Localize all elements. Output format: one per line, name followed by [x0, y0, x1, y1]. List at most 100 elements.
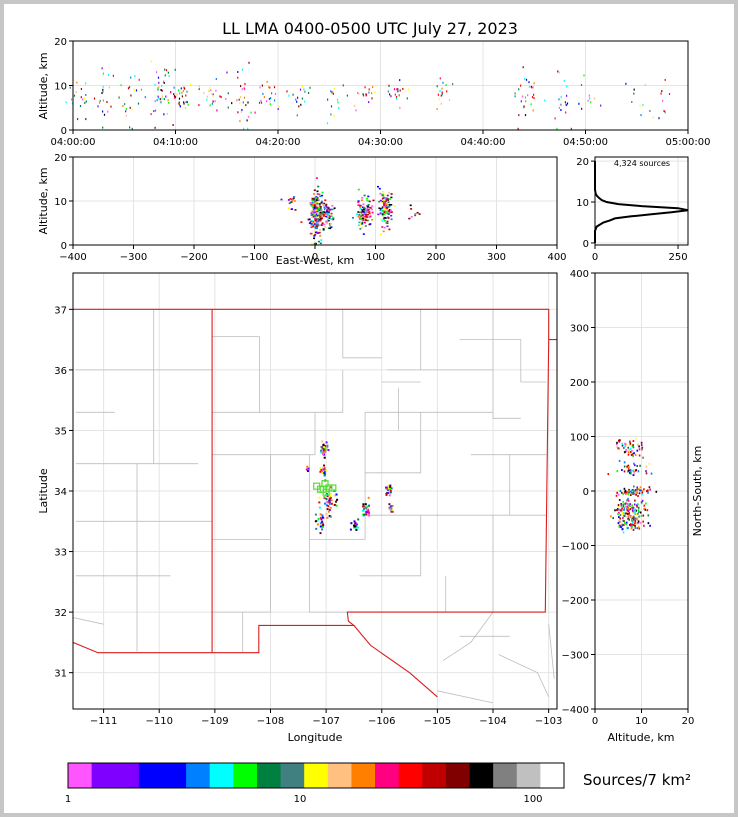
- altitude-time-point: [642, 103, 644, 106]
- plan-view-point: [324, 502, 326, 505]
- east-west-point: [321, 203, 324, 206]
- altitude-time-point: [85, 100, 87, 103]
- map-xtick-label: −106: [368, 716, 395, 727]
- north-south-point: [627, 451, 630, 454]
- north-south-point: [628, 469, 630, 472]
- east-west-point: [307, 218, 310, 221]
- altitude-time-point: [397, 90, 399, 93]
- east-west-point: [384, 197, 387, 199]
- altitude-time-point: [260, 99, 262, 102]
- east-west-point: [388, 209, 391, 211]
- alt-time-xtick-label: 04:20:00: [256, 137, 301, 148]
- altitude-time-point: [144, 96, 146, 99]
- north-south-point: [637, 488, 640, 491]
- east-west-point: [313, 193, 315, 195]
- altitude-time-point: [209, 104, 211, 107]
- north-south-point: [636, 504, 638, 507]
- east-west-point: [319, 229, 322, 231]
- east-west-point: [361, 212, 364, 215]
- plan-view-point: [387, 484, 390, 487]
- north-south-point: [623, 524, 625, 526]
- altitude-time-point: [583, 74, 585, 77]
- north-south-point: [618, 526, 621, 528]
- north-south-point: [630, 527, 633, 530]
- north-south-point: [626, 499, 628, 502]
- altitude-time-point: [209, 86, 211, 89]
- north-south-point: [635, 522, 638, 525]
- plan-view-point: [321, 470, 324, 472]
- plan-view-point: [385, 486, 388, 489]
- north-south-ytick-label: 400: [570, 269, 589, 280]
- east-west-point: [393, 205, 396, 207]
- east-west-point: [370, 208, 373, 211]
- north-south-ytick-label: 0: [583, 487, 589, 498]
- plan-view-point: [322, 447, 325, 450]
- altitude-time-point: [170, 91, 172, 94]
- altitude-time-point: [518, 88, 520, 91]
- altitude-time-point: [185, 94, 187, 97]
- east-west-point: [317, 224, 319, 226]
- map-ytick-label: 34: [54, 487, 67, 498]
- altitude-time-point: [84, 101, 86, 104]
- altitude-time-point: [332, 92, 334, 95]
- east-west-point: [313, 237, 315, 240]
- altitude-time-point: [531, 86, 533, 89]
- north-south-point: [632, 440, 635, 442]
- altitude-time-point: [243, 96, 246, 99]
- altitude-time-point: [296, 100, 298, 103]
- east-west-point: [315, 217, 318, 220]
- east-west-point: [366, 199, 369, 202]
- altitude-time-point: [110, 105, 112, 108]
- east-west-point: [357, 216, 360, 218]
- north-south-point: [638, 492, 641, 495]
- east-west-point: [328, 215, 331, 217]
- altitude-time-point: [633, 92, 635, 95]
- altitude-time-point: [140, 88, 143, 91]
- north-south-point: [620, 509, 622, 512]
- north-south-point: [640, 522, 643, 525]
- east-west-point: [316, 197, 319, 199]
- east-west-point: [317, 218, 319, 220]
- north-south-point: [633, 452, 635, 455]
- altitude-time-point: [593, 97, 596, 100]
- plan-view-point: [391, 510, 394, 513]
- east-west-point: [320, 200, 323, 203]
- plan-view-point: [327, 505, 330, 508]
- altitude-time-point: [300, 103, 302, 106]
- altitude-time-point: [528, 81, 530, 84]
- altitude-time-point: [580, 84, 583, 86]
- east-west-point: [368, 200, 371, 203]
- east-west-point: [322, 214, 325, 216]
- map-xtick-label: −111: [90, 716, 117, 727]
- east-west-point: [363, 207, 366, 210]
- east-west-point: [361, 223, 364, 225]
- north-south-point: [623, 447, 625, 449]
- north-south-point: [621, 469, 623, 471]
- north-south-point: [648, 486, 651, 489]
- altitude-time-point: [332, 91, 334, 93]
- north-south-point: [633, 485, 635, 488]
- altitude-time-point: [212, 95, 214, 97]
- plan-view-point: [326, 444, 329, 447]
- altitude-time-point: [520, 100, 522, 103]
- east-west-point: [315, 213, 318, 216]
- plan-view-point: [320, 449, 323, 452]
- altitude-time-point: [108, 86, 110, 89]
- north-south-point: [645, 472, 648, 475]
- east-west-point: [390, 211, 393, 213]
- altitude-time-point: [271, 92, 273, 95]
- east-west-point: [314, 226, 317, 228]
- east-west-point: [326, 213, 329, 216]
- altitude-time-point: [528, 85, 530, 88]
- east-west-point: [319, 235, 322, 237]
- north-south-point: [625, 521, 628, 524]
- east-west-point: [385, 199, 388, 201]
- north-south-point: [618, 440, 621, 443]
- plan-view-point: [391, 505, 394, 508]
- plan-view-point: [355, 523, 358, 526]
- altitude-time-point: [346, 94, 348, 97]
- altitude-time-point: [372, 86, 374, 88]
- north-south-xtick-label: 20: [682, 716, 695, 727]
- north-south-point: [629, 515, 632, 518]
- east-west-point: [331, 205, 334, 207]
